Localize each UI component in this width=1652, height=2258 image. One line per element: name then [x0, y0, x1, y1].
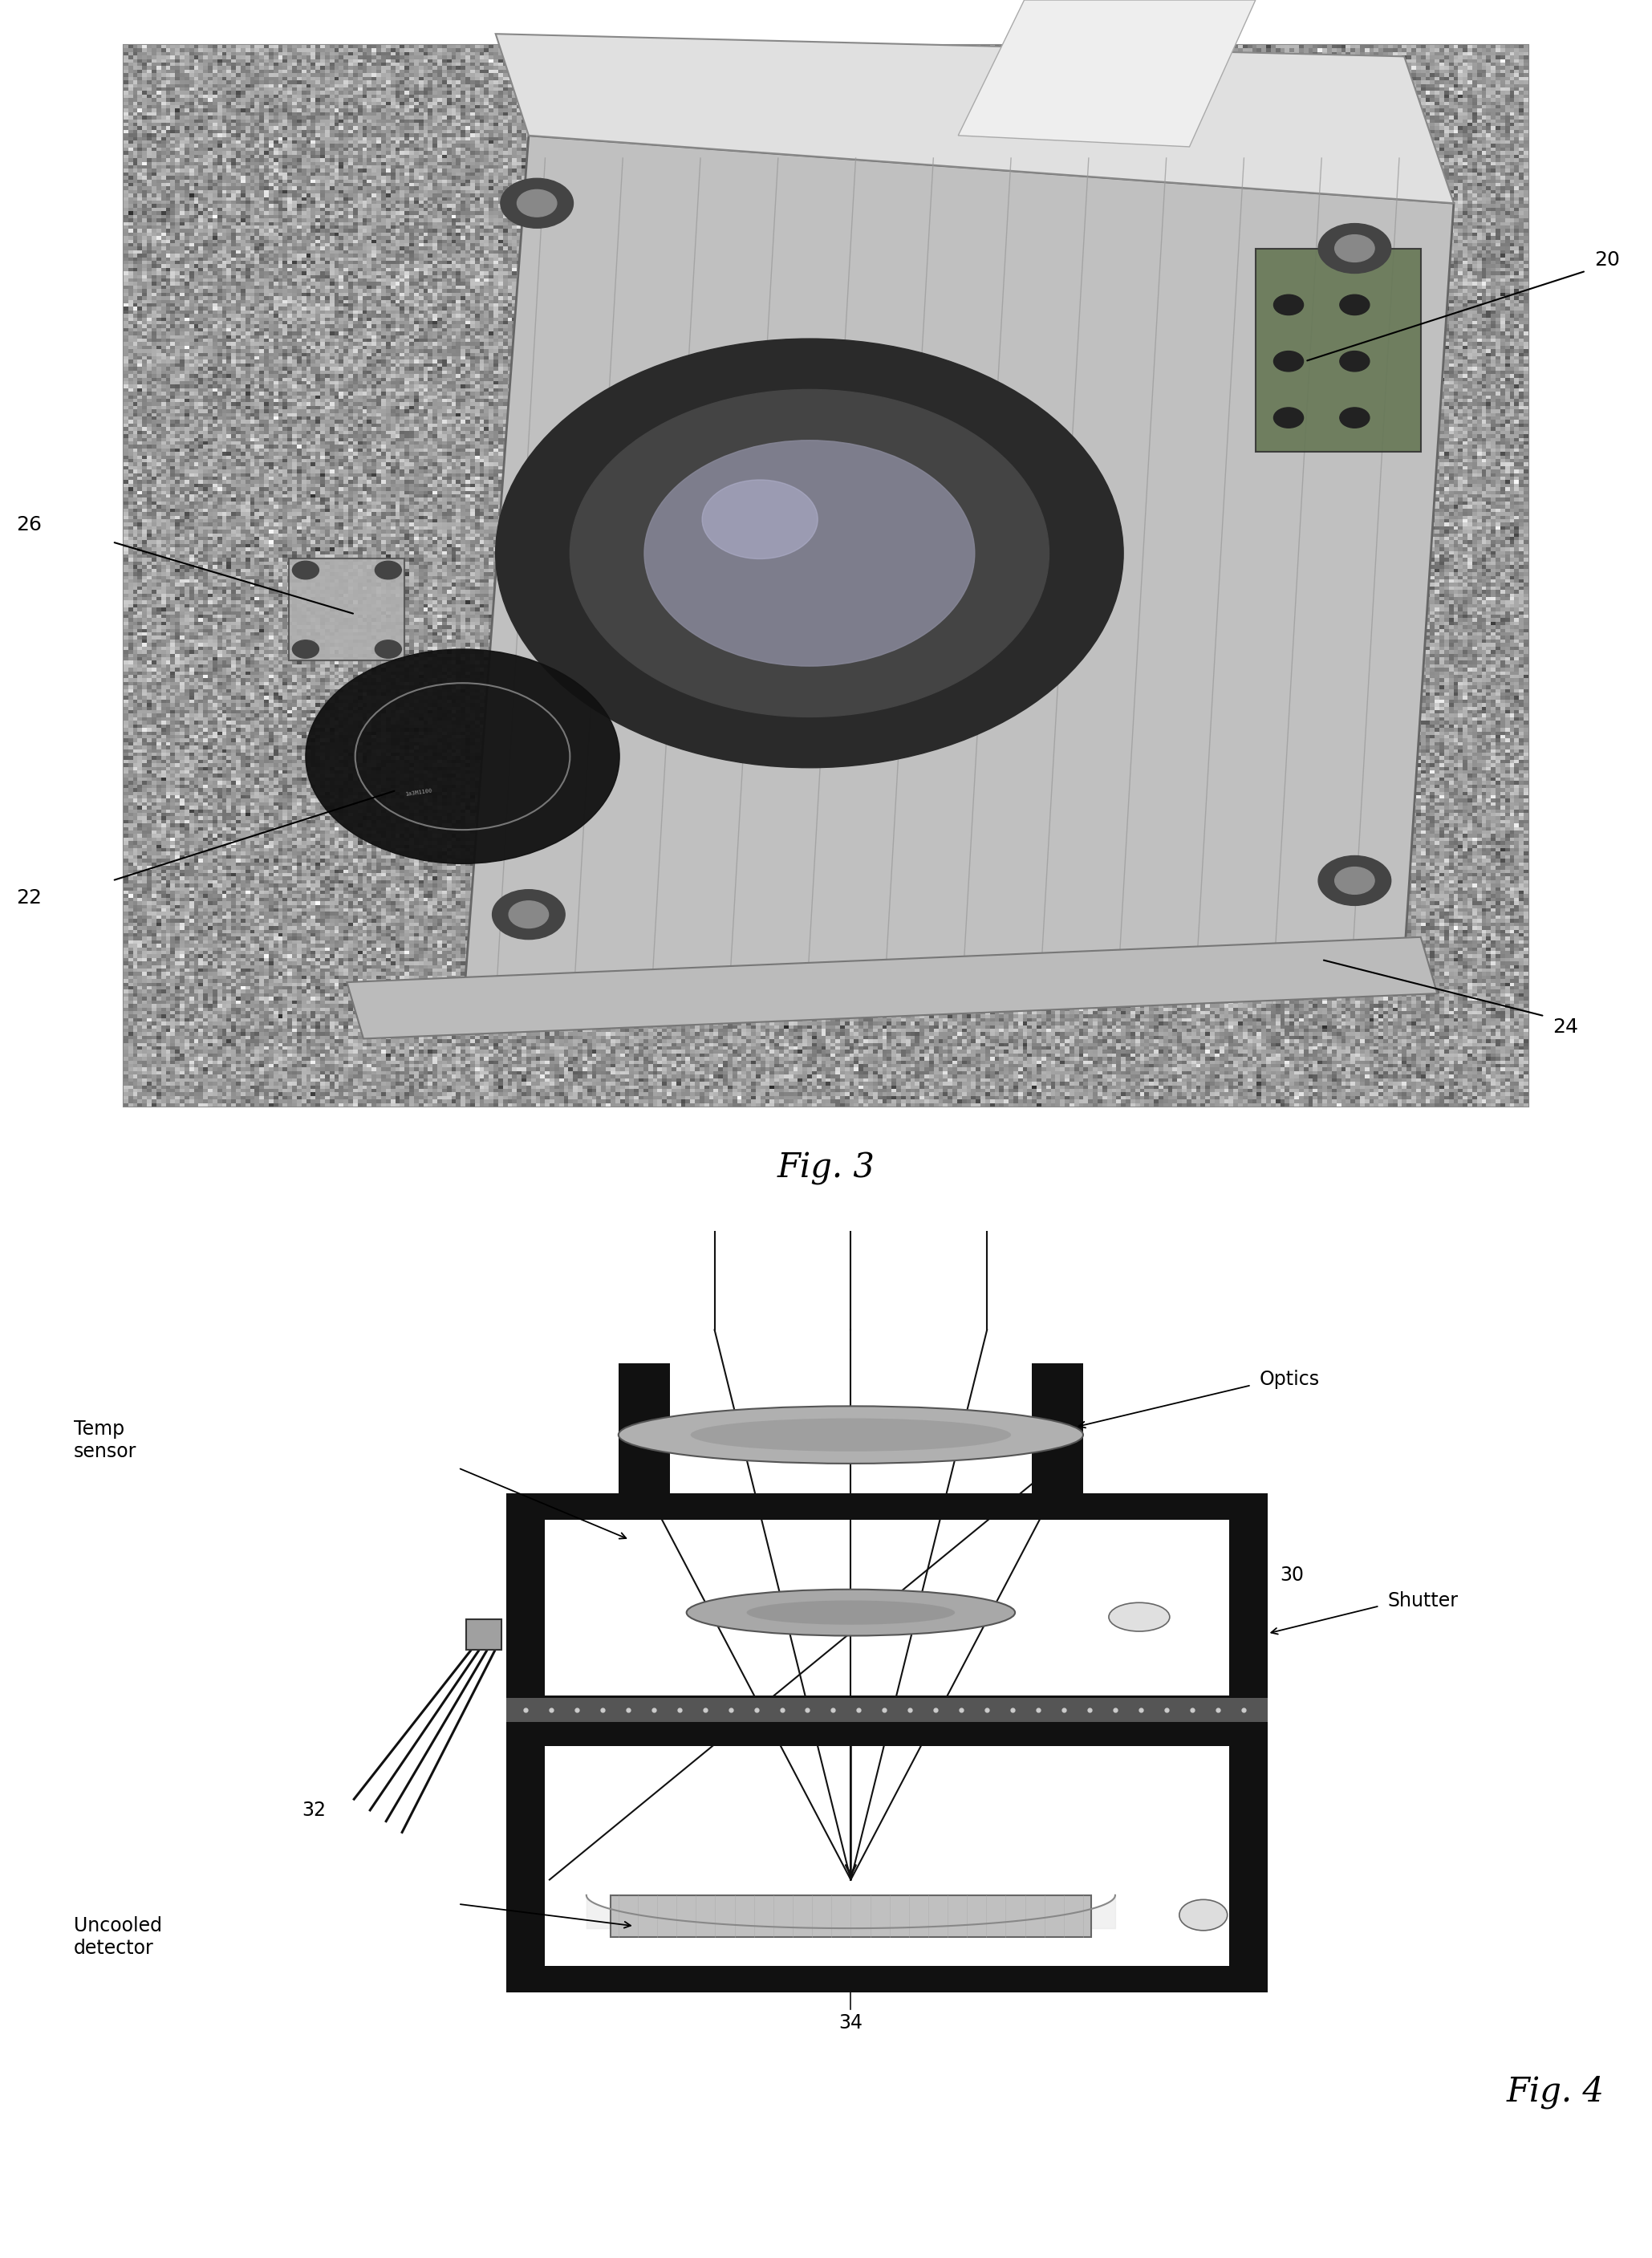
Bar	[506, 1967, 1267, 1992]
Circle shape	[1274, 296, 1303, 316]
Circle shape	[375, 641, 401, 659]
Text: 32: 32	[302, 1800, 325, 1820]
Bar	[1256, 248, 1421, 452]
Circle shape	[292, 562, 319, 578]
Bar	[506, 1493, 545, 1723]
Bar	[289, 560, 405, 659]
Text: Shutter: Shutter	[1388, 1592, 1459, 1610]
Circle shape	[1335, 867, 1374, 894]
Bar	[1032, 1470, 1084, 1520]
Circle shape	[644, 440, 975, 666]
Circle shape	[1340, 350, 1370, 373]
Circle shape	[501, 178, 573, 228]
Text: 30: 30	[1280, 1565, 1305, 1585]
Circle shape	[509, 901, 548, 928]
Circle shape	[1318, 856, 1391, 905]
Ellipse shape	[618, 1407, 1084, 1463]
Bar	[466, 1619, 502, 1651]
Polygon shape	[958, 0, 1256, 147]
Circle shape	[517, 190, 557, 217]
Bar	[611, 1894, 1092, 1937]
Polygon shape	[496, 34, 1454, 203]
Bar	[506, 1698, 1267, 1723]
Circle shape	[375, 562, 401, 578]
Text: 20: 20	[1594, 251, 1619, 269]
Ellipse shape	[747, 1601, 955, 1626]
Bar	[506, 1696, 1267, 1723]
Circle shape	[1274, 409, 1303, 429]
Text: Uncooled
detector: Uncooled detector	[74, 1917, 162, 1958]
Circle shape	[292, 641, 319, 659]
Circle shape	[492, 890, 565, 939]
Ellipse shape	[1108, 1603, 1170, 1630]
Text: Temp
sensor: Temp sensor	[74, 1420, 137, 1461]
Bar	[506, 1721, 1267, 1745]
Circle shape	[1318, 224, 1391, 273]
Text: Fig. 4: Fig. 4	[1507, 2075, 1604, 2109]
Text: 24: 24	[1553, 1018, 1579, 1036]
Text: 1a3M1100: 1a3M1100	[405, 788, 433, 797]
Ellipse shape	[691, 1418, 1011, 1452]
Bar	[506, 1493, 1267, 1520]
Circle shape	[702, 481, 818, 560]
Text: Optics: Optics	[1259, 1371, 1320, 1389]
Polygon shape	[463, 135, 1454, 1016]
Circle shape	[1274, 350, 1303, 373]
Text: Fig. 3: Fig. 3	[776, 1152, 876, 1185]
Ellipse shape	[687, 1590, 1014, 1635]
Bar	[124, 45, 1528, 1106]
Text: 26: 26	[17, 515, 43, 535]
Bar	[618, 1364, 669, 1495]
Bar	[1229, 1493, 1267, 1723]
Circle shape	[1340, 296, 1370, 316]
Circle shape	[1340, 409, 1370, 429]
Circle shape	[306, 650, 620, 865]
Bar	[1229, 1721, 1267, 1992]
Bar	[506, 1721, 545, 1992]
Circle shape	[570, 388, 1049, 716]
Text: 22: 22	[17, 887, 43, 908]
Circle shape	[496, 339, 1123, 768]
Text: 34: 34	[839, 2014, 862, 2032]
Polygon shape	[347, 937, 1437, 1039]
Circle shape	[1335, 235, 1374, 262]
Ellipse shape	[1180, 1899, 1227, 1931]
Bar	[1032, 1364, 1084, 1495]
Bar	[618, 1470, 669, 1520]
